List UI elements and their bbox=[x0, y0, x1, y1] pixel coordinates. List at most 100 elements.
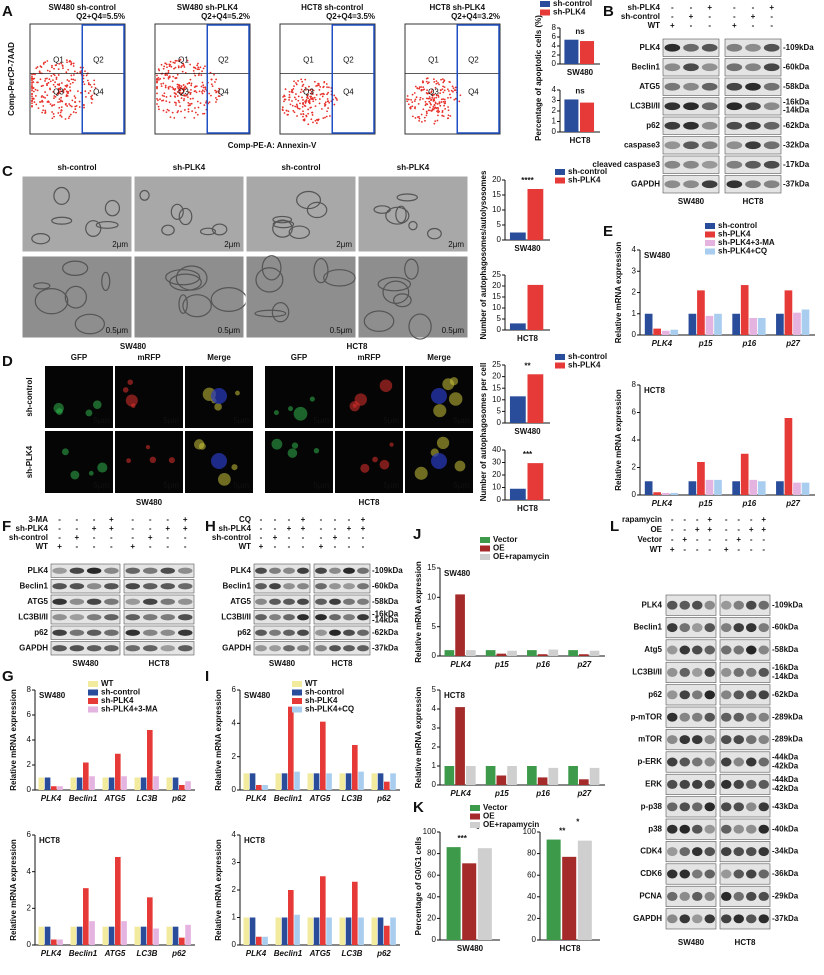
y-tick-label: 2 bbox=[432, 742, 437, 751]
blot-band bbox=[667, 779, 678, 789]
panel-letter: I bbox=[205, 668, 209, 685]
x-tick-label: LC3B bbox=[342, 794, 363, 803]
blot-band bbox=[733, 623, 744, 633]
y-tick-label: 20 bbox=[492, 175, 501, 184]
blot-band bbox=[343, 583, 355, 590]
flow-dot bbox=[300, 88, 303, 91]
flow-dot bbox=[176, 59, 178, 62]
kda-label: -32kDa bbox=[783, 140, 810, 149]
flow-dot bbox=[317, 118, 320, 121]
flow-dot bbox=[324, 105, 326, 107]
organelle bbox=[272, 219, 293, 238]
blot-band bbox=[721, 847, 732, 857]
significance-label: ** bbox=[559, 827, 566, 836]
blot-band bbox=[704, 779, 715, 789]
flow-dot bbox=[407, 98, 410, 101]
blot-band bbox=[683, 180, 699, 189]
flow-dot bbox=[83, 106, 85, 109]
blot-band bbox=[758, 824, 769, 834]
blot-strip bbox=[662, 175, 720, 194]
blot-band bbox=[255, 645, 267, 652]
flow-dot bbox=[161, 99, 163, 102]
scale-label: 5μm bbox=[163, 416, 179, 425]
flow-dot bbox=[435, 94, 438, 97]
organelle bbox=[272, 215, 293, 224]
y-tick-label: 0 bbox=[532, 935, 537, 944]
blot-strip bbox=[253, 625, 311, 640]
bar bbox=[294, 771, 300, 790]
condition-label: sh-PLK4 bbox=[219, 524, 252, 533]
flow-dot bbox=[177, 99, 180, 102]
gate-label: Q2+Q4=5.5% bbox=[76, 12, 125, 21]
flow-dot bbox=[297, 95, 300, 98]
flow-dot bbox=[309, 89, 312, 92]
blot-band bbox=[86, 567, 102, 574]
protein-label: p-ERK bbox=[638, 757, 663, 766]
bar bbox=[564, 99, 579, 132]
blot-band bbox=[315, 629, 327, 636]
flow-dot bbox=[68, 80, 70, 82]
condition-sign: - bbox=[696, 535, 699, 544]
flow-dot bbox=[169, 60, 172, 63]
blot-band bbox=[692, 623, 703, 633]
y-axis-title: Percentage of G0/G1 cells bbox=[414, 836, 423, 935]
flow-dot bbox=[40, 96, 43, 98]
condition-label: OE bbox=[650, 525, 662, 534]
y-axis-title: Relative mRNA expression bbox=[214, 689, 223, 791]
flow-dot bbox=[90, 101, 93, 104]
blot-band bbox=[692, 914, 703, 924]
bar bbox=[358, 917, 364, 945]
flow-dot bbox=[72, 78, 75, 81]
blot-band bbox=[283, 598, 295, 605]
condition-sign: - bbox=[131, 533, 134, 542]
blot-band bbox=[269, 645, 281, 652]
flow-dot bbox=[46, 82, 48, 85]
chart-title: HCT8 bbox=[244, 836, 265, 845]
flow-dot bbox=[44, 96, 47, 99]
condition-sign: - bbox=[76, 524, 79, 533]
kda-label: -62kDa bbox=[772, 690, 799, 699]
bar bbox=[185, 781, 191, 790]
flow-dot bbox=[315, 118, 318, 121]
legend-swatch bbox=[480, 545, 490, 552]
flow-dot bbox=[424, 100, 427, 103]
y-tick-label: 30 bbox=[492, 458, 501, 467]
flow-dot bbox=[304, 105, 307, 108]
legend-label: Vector bbox=[483, 803, 507, 812]
blot-band bbox=[733, 802, 744, 812]
bar bbox=[801, 309, 810, 335]
blot-strip bbox=[719, 773, 771, 795]
condition-label: WT bbox=[36, 542, 49, 551]
bar bbox=[275, 773, 282, 790]
flow-dot bbox=[85, 96, 87, 98]
flow-dot bbox=[304, 101, 307, 103]
significance-label: * bbox=[476, 825, 480, 834]
y-tick-label: 0 bbox=[27, 940, 32, 949]
bar bbox=[134, 926, 141, 945]
quadrant-label: Q3 bbox=[53, 87, 64, 96]
kda-label: -60kDa bbox=[372, 581, 399, 590]
blot-band bbox=[701, 121, 718, 130]
blot-strip bbox=[665, 908, 717, 930]
y-tick-label: 0 bbox=[27, 785, 32, 794]
flow-dot bbox=[441, 110, 444, 112]
bar bbox=[644, 313, 653, 335]
blot-band bbox=[69, 598, 85, 605]
flow-dot bbox=[420, 113, 423, 116]
kda-label: -16kDa bbox=[772, 663, 799, 672]
blot-band bbox=[329, 629, 341, 636]
flow-dot bbox=[183, 66, 186, 68]
flow-dot bbox=[433, 122, 436, 125]
kda-label: -16kDa bbox=[372, 609, 399, 618]
bar bbox=[147, 730, 153, 790]
condition-sign: - bbox=[750, 515, 753, 524]
fluorescence-image bbox=[115, 366, 183, 428]
flow-dot bbox=[302, 113, 305, 116]
condition-label: Vector bbox=[638, 535, 662, 544]
blot-band bbox=[726, 43, 743, 52]
flow-dot bbox=[307, 89, 310, 91]
condition-sign: - bbox=[762, 535, 765, 544]
flow-dot bbox=[64, 88, 67, 91]
flow-dot bbox=[70, 61, 72, 63]
flow-dot bbox=[435, 80, 438, 83]
